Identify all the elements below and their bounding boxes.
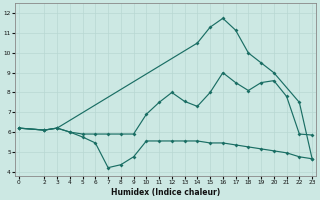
X-axis label: Humidex (Indice chaleur): Humidex (Indice chaleur) xyxy=(111,188,220,197)
